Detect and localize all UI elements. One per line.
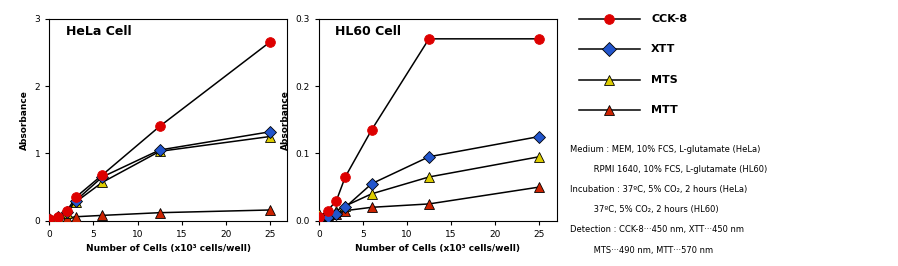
Text: MTT: MTT	[651, 105, 678, 115]
Text: XTT: XTT	[651, 44, 675, 55]
Text: 37ºC, 5% CO₂, 2 hours (HL60): 37ºC, 5% CO₂, 2 hours (HL60)	[570, 205, 719, 214]
Text: HL60 Cell: HL60 Cell	[336, 25, 401, 38]
Y-axis label: Absorbance: Absorbance	[20, 90, 29, 150]
X-axis label: Number of Cells (x10³ cells/well): Number of Cells (x10³ cells/well)	[356, 244, 520, 253]
Text: RPMI 1640, 10% FCS, L-glutamate (HL60): RPMI 1640, 10% FCS, L-glutamate (HL60)	[570, 165, 768, 174]
Text: Incubation : 37ºC, 5% CO₂, 2 hours (HeLa): Incubation : 37ºC, 5% CO₂, 2 hours (HeLa…	[570, 185, 747, 194]
Text: MTS···490 nm, MTT···570 nm: MTS···490 nm, MTT···570 nm	[570, 246, 713, 255]
Text: Detection : CCK-8···450 nm, XTT···450 nm: Detection : CCK-8···450 nm, XTT···450 nm	[570, 225, 744, 234]
Text: MTS: MTS	[651, 75, 678, 85]
Text: CCK-8: CCK-8	[651, 14, 687, 24]
X-axis label: Number of Cells (x10³ cells/well): Number of Cells (x10³ cells/well)	[86, 244, 251, 253]
Text: Medium : MEM, 10% FCS, L-glutamate (HeLa): Medium : MEM, 10% FCS, L-glutamate (HeLa…	[570, 145, 761, 154]
Text: HeLa Cell: HeLa Cell	[66, 25, 132, 38]
Y-axis label: Absorbance: Absorbance	[281, 90, 290, 150]
